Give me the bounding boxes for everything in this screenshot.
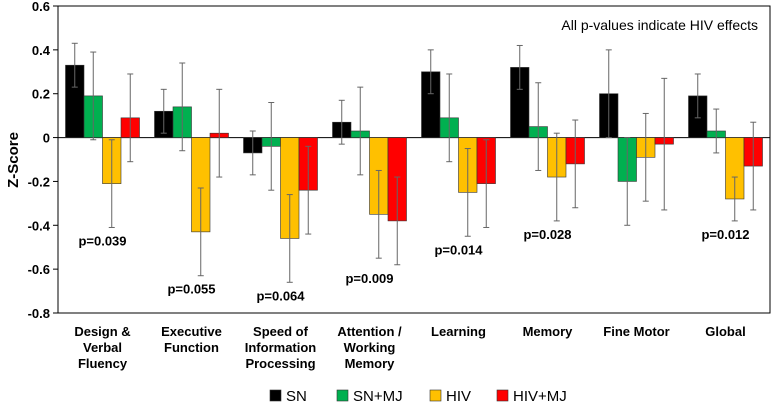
legend-label: HIV+MJ <box>513 388 567 405</box>
x-tick-label-line: Memory <box>345 356 396 371</box>
y-tick-label: 0.2 <box>32 87 50 102</box>
y-tick-label: 0 <box>43 131 50 146</box>
x-tick-label-line: Global <box>705 324 745 339</box>
y-tick-label: 0.4 <box>32 43 51 58</box>
x-tick-label: Attention / Working Memory <box>337 324 402 371</box>
legend-swatch <box>496 389 509 402</box>
x-tick-label: Memory <box>523 324 574 339</box>
x-tick-label: Design & Verbal Fluency <box>74 324 130 371</box>
p-value: p=0.064 <box>256 288 305 303</box>
x-tick-label: Speed of Information Processing <box>245 324 317 371</box>
p-value: p=0.028 <box>523 227 571 242</box>
y-axis-label: Z-Score <box>5 132 22 188</box>
y-tick-label: -0.6 <box>28 262 50 277</box>
p-value: p=0.014 <box>434 242 483 257</box>
legend-label: SN <box>286 388 307 405</box>
p-value: p=0.009 <box>345 271 393 286</box>
annotation: All p-values indicate HIV effects <box>561 17 758 33</box>
x-tick-label-line: Verbal <box>83 340 122 355</box>
x-tick-label-line: Processing <box>245 356 315 371</box>
legend-swatch <box>429 389 442 402</box>
x-tick-label-line: Fluency <box>78 356 128 371</box>
x-tick-label-line: Memory <box>523 324 574 339</box>
x-tick-label-line: Speed of <box>253 324 309 339</box>
x-tick-label: Global <box>705 324 745 339</box>
x-tick-label-line: Learning <box>431 324 486 339</box>
x-tick-label-line: Design & <box>74 324 130 339</box>
x-tick-label-line: Fine Motor <box>603 324 669 339</box>
legend-label: SN+MJ <box>353 388 403 405</box>
legend-swatch <box>336 389 349 402</box>
legend-swatch <box>269 389 282 402</box>
x-tick-label-line: Executive <box>161 324 222 339</box>
y-tick-label: 0.6 <box>32 0 50 14</box>
x-tick-label-line: Attention / <box>337 324 402 339</box>
y-tick-label: -0.8 <box>28 306 50 321</box>
p-value: p=0.039 <box>78 233 126 248</box>
x-tick-label: Fine Motor <box>603 324 669 339</box>
x-tick-label-line: Information <box>245 340 317 355</box>
x-tick-label-line: Working <box>344 340 396 355</box>
x-tick-label-line: Function <box>164 340 219 355</box>
x-tick-label: Executive Function <box>161 324 222 355</box>
y-tick-label: -0.2 <box>28 174 50 189</box>
p-value: p=0.055 <box>167 282 215 297</box>
y-tick-label: -0.4 <box>28 218 51 233</box>
p-value: p=0.012 <box>701 227 749 242</box>
legend-label: HIV <box>446 388 471 405</box>
plot-frame <box>57 5 771 314</box>
x-tick-label: Learning <box>431 324 486 339</box>
